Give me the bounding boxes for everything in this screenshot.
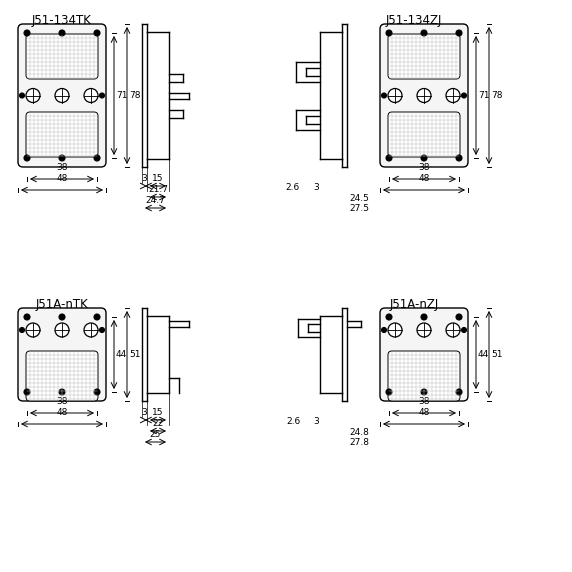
FancyBboxPatch shape [18,308,106,401]
Text: 38: 38 [418,163,430,172]
Circle shape [19,328,25,332]
Circle shape [94,314,100,320]
Circle shape [84,89,98,102]
Text: J51-134TK: J51-134TK [32,14,92,27]
Circle shape [94,389,100,395]
Circle shape [421,30,427,36]
Text: J51A-nTK: J51A-nTK [35,298,89,311]
Circle shape [382,328,387,332]
Text: 48: 48 [418,174,430,183]
Text: J51A-nZJ: J51A-nZJ [390,298,439,311]
FancyBboxPatch shape [26,351,98,401]
Text: J51-134ZJ: J51-134ZJ [386,14,442,27]
Circle shape [388,323,402,337]
Circle shape [59,314,65,320]
Circle shape [446,89,460,102]
Text: 3: 3 [313,417,319,426]
Text: 51: 51 [491,350,502,359]
Text: 44: 44 [478,350,489,359]
Text: 48: 48 [56,408,67,417]
Circle shape [94,155,100,161]
Text: 71: 71 [116,91,128,100]
Circle shape [386,389,392,395]
Circle shape [386,155,392,161]
Circle shape [94,30,100,36]
Circle shape [388,89,402,102]
Circle shape [456,389,462,395]
Circle shape [456,155,462,161]
Circle shape [456,30,462,36]
Text: 38: 38 [418,397,430,406]
Circle shape [59,389,65,395]
Text: 48: 48 [56,174,67,183]
Circle shape [386,314,392,320]
Text: 78: 78 [129,91,141,100]
Circle shape [456,314,462,320]
Text: 21.7: 21.7 [148,185,168,194]
Circle shape [26,323,40,337]
Text: 71: 71 [478,91,490,100]
Circle shape [55,89,69,102]
FancyBboxPatch shape [388,34,460,79]
Circle shape [59,155,65,161]
Circle shape [24,389,30,395]
Text: 78: 78 [491,91,502,100]
Circle shape [421,389,427,395]
FancyBboxPatch shape [380,24,468,167]
Text: 27.5: 27.5 [349,204,369,213]
Circle shape [462,328,467,332]
Circle shape [382,93,387,98]
Circle shape [24,314,30,320]
Circle shape [462,93,467,98]
Circle shape [421,314,427,320]
Circle shape [84,323,98,337]
Text: 24.5: 24.5 [349,194,369,203]
Text: 15: 15 [152,174,164,183]
FancyBboxPatch shape [388,351,460,401]
Text: 15: 15 [152,408,164,417]
Text: 25: 25 [150,430,161,439]
Circle shape [26,89,40,102]
Circle shape [446,323,460,337]
Circle shape [386,30,392,36]
Text: 24.7: 24.7 [145,196,165,205]
Circle shape [421,155,427,161]
Circle shape [100,328,105,332]
Circle shape [24,30,30,36]
Circle shape [417,323,431,337]
Text: 22: 22 [152,419,164,428]
Text: 48: 48 [418,408,430,417]
Text: 3: 3 [142,408,148,417]
FancyBboxPatch shape [26,34,98,79]
Circle shape [19,93,25,98]
FancyBboxPatch shape [388,112,460,157]
Circle shape [417,89,431,102]
Circle shape [24,155,30,161]
Text: 24.8: 24.8 [349,428,369,437]
Text: 3: 3 [313,183,319,192]
Text: 38: 38 [56,397,67,406]
Text: 44: 44 [116,350,127,359]
Text: 38: 38 [56,163,67,172]
Circle shape [100,93,105,98]
FancyBboxPatch shape [18,24,106,167]
Text: 3: 3 [142,174,148,183]
Text: 2.6: 2.6 [285,183,299,192]
Circle shape [59,30,65,36]
Circle shape [55,323,69,337]
Text: 2.6: 2.6 [286,417,300,426]
FancyBboxPatch shape [26,112,98,157]
Text: 27.8: 27.8 [349,438,369,447]
FancyBboxPatch shape [380,308,468,401]
Text: 51: 51 [129,350,141,359]
